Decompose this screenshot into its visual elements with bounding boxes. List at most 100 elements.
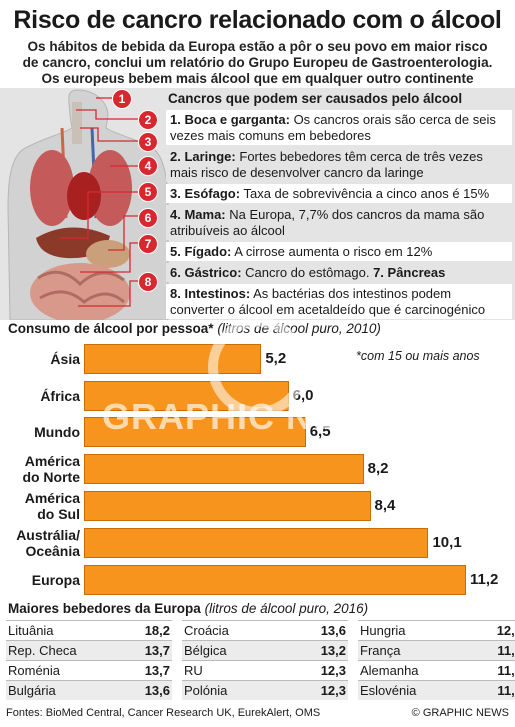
country-value: 11,4: [497, 663, 515, 678]
cancer-label: 2. Laringe:: [170, 149, 236, 164]
chart-title-text: Consumo de álcool por pessoa*: [8, 321, 214, 336]
cancer-item: 6. Gástrico: Cancro do estômago. 7. Pânc…: [166, 263, 512, 282]
bar-value-label: 6,5: [309, 423, 331, 440]
table-row: RU 12,3: [182, 660, 348, 680]
bar-category-label: África: [40, 388, 80, 404]
cancer-label: 7. Pâncreas: [373, 265, 446, 280]
cancer-item: 4. Mama: Na Europa, 7,7% dos cancros da …: [166, 205, 512, 240]
marker-2: 2: [138, 110, 158, 130]
marker-7: 7: [138, 234, 158, 254]
country-value: 13,7: [144, 643, 170, 658]
country-name: RU: [184, 663, 203, 678]
marker-4: 4: [138, 156, 158, 176]
cancer-item: 5. Fígado: A cirrose aumenta o risco em …: [166, 242, 512, 261]
table-row: Eslovénia 11,3: [358, 680, 515, 700]
table-row: Rep. Checa 13,7: [6, 640, 172, 660]
cancer-label: 4. Mama:: [170, 207, 226, 222]
europe-title-text: Maiores bebedores da Europa: [8, 601, 201, 616]
europe-column: Hungria 12,3 França 11,7 Alemanha 11,4 Eslovén…: [358, 620, 515, 700]
bar: [84, 491, 371, 521]
cancer-text: As bactérias dos intestinos podem conver…: [170, 286, 486, 317]
bar-category-label: América do Norte: [22, 453, 80, 485]
table-row: Polónia 12,3: [182, 680, 348, 700]
cancer-item: 8. Intestinos: As bactérias dos intestin…: [166, 284, 512, 319]
chart-note: *com 15 ou mais anos: [356, 349, 480, 363]
cancer-item: 3. Esófago: Taxa de sobrevivência a cinc…: [166, 184, 512, 203]
country-value: 11,7: [497, 643, 515, 658]
marker-5: 5: [138, 182, 158, 202]
bar: [84, 565, 466, 595]
cancer-text: Cancro do estômago.: [245, 265, 370, 280]
cancer-text: Os cancros orais são cerca de seis vezes…: [170, 112, 496, 143]
cancer-item: 1. Boca e garganta: Os cancros orais são…: [166, 110, 512, 145]
country-name: Eslovénia: [360, 683, 417, 698]
country-value: 12,3: [320, 683, 346, 698]
bar: [84, 528, 429, 558]
marker-8: 8: [138, 272, 158, 292]
subtitle: Os hábitos de bebida da Europa estão a p…: [6, 39, 509, 87]
watermark-text: GRAPHIC NEWS: [102, 396, 399, 437]
subtitle-line: Os hábitos de bebida da Europa estão a p…: [27, 39, 488, 54]
bar-category-label: Europa: [31, 572, 80, 588]
cancer-text: Na Europa, 7,7% dos cancros da mama são …: [170, 207, 485, 238]
country-name: Rep. Checa: [8, 643, 77, 658]
bar-value-label: 8,2: [367, 460, 389, 477]
table-row: Roménia 13,7: [6, 660, 172, 680]
cancer-label: 5. Fígado:: [170, 244, 232, 259]
table-row: França 11,7: [358, 640, 515, 660]
copyright: © GRAPHIC NEWS: [411, 707, 509, 719]
page-title: Risco de cancro relacionado com o álcool: [13, 6, 502, 34]
table-row: Hungria 12,3: [358, 620, 515, 640]
marker-3: 3: [138, 132, 158, 152]
cancer-label: 6. Gástrico:: [170, 265, 242, 280]
country-name: Hungria: [360, 623, 406, 638]
bar-value-label: 11,2: [470, 571, 499, 588]
country-value: 13,7: [144, 663, 170, 678]
country-value: 12,3: [320, 663, 346, 678]
watermark-logo: [208, 317, 308, 417]
europe-column: Croácia 13,6 Bélgica 13,2 RU 12,3 Polónia 12,3: [182, 620, 348, 700]
country-value: 13,2: [320, 643, 346, 658]
bar-category-label: Mundo: [34, 424, 80, 440]
cancers-heading: Cancros que podem ser causados pelo álco…: [168, 91, 463, 106]
country-value: 11,3: [497, 683, 515, 698]
subtitle-line: Os europeus bebem mais álcool que em qua…: [41, 71, 474, 86]
bar-chart: Ásia 5,2 África 6,0 Mundo 6,5 América do Norte 8…: [0, 336, 515, 596]
bar-category-label: Ásia: [50, 351, 80, 367]
bar: [84, 417, 306, 447]
table-row: Bélgica 13,2: [182, 640, 348, 660]
chart-title: Consumo de álcool por pessoa* (litros de…: [8, 321, 381, 336]
bar: [84, 454, 364, 484]
country-value: 12,3: [496, 623, 515, 638]
marker-6: 6: [138, 208, 158, 228]
country-name: França: [360, 643, 401, 658]
country-name: Croácia: [184, 623, 229, 638]
subtitle-line: de cancro, conclui um relatório do Grupo…: [22, 55, 493, 70]
cancer-label: 8. Intestinos:: [170, 286, 251, 301]
country-name: Polónia: [184, 683, 228, 698]
cancer-text: A cirrose aumenta o risco em 12%: [234, 244, 433, 259]
table-row: Croácia 13,6: [182, 620, 348, 640]
cancer-text: Fortes bebedores têm cerca de três vezes…: [170, 149, 483, 180]
country-value: 13,6: [320, 623, 346, 638]
marker-1: 1: [112, 89, 132, 109]
bar-value-label: 10,1: [432, 534, 462, 551]
europe-column: Lituânia 18,2 Rep. Checa 13,7 Roménia 13,7 Bul…: [6, 620, 172, 700]
sources: Fontes: BioMed Central, Cancer Research …: [6, 707, 321, 719]
country-name: Bulgária: [8, 683, 56, 698]
europe-title: Maiores bebedores da Europa (litros de á…: [8, 601, 368, 616]
country-name: Alemanha: [360, 663, 419, 678]
cancer-label: 3. Esófago:: [170, 186, 241, 201]
europe-unit: (litros de álcool puro, 2016): [204, 601, 369, 616]
country-name: Lituânia: [8, 623, 54, 638]
country-name: Bélgica: [184, 643, 227, 658]
country-value: 13,6: [144, 683, 170, 698]
cancer-item: 2. Laringe: Fortes bebedores têm cerca d…: [166, 147, 512, 182]
cancer-text: Taxa de sobrevivência a cinco anos é 15%: [243, 186, 490, 201]
leader-lines: [60, 97, 140, 307]
table-row: Alemanha 11,4: [358, 660, 515, 680]
country-value: 18,2: [144, 623, 170, 638]
bar-category-label: América do Sul: [24, 490, 80, 522]
cancer-label: 1. Boca e garganta:: [170, 112, 290, 127]
table-row: Lituânia 18,2: [6, 620, 172, 640]
